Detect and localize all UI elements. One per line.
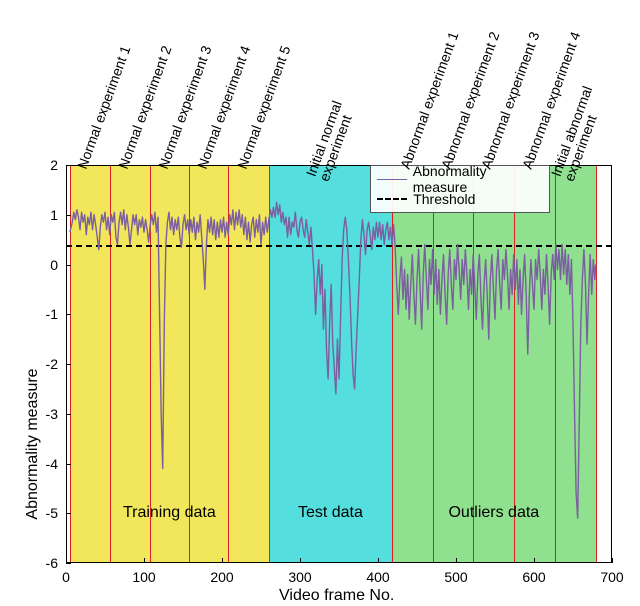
xtick-mark xyxy=(456,558,457,563)
xtick-mark xyxy=(222,558,223,563)
plot-inner: Training data Test data Outliers data xyxy=(66,165,612,563)
x-axis-label: Video frame No. xyxy=(279,587,394,605)
plot-area: Training data Test data Outliers data Abno… xyxy=(66,165,612,563)
ytick-label: -1 xyxy=(46,306,58,322)
ytick-mark xyxy=(66,464,71,465)
ytick-mark xyxy=(66,215,71,216)
ytick-label: -2 xyxy=(46,356,58,372)
ytick-label: -5 xyxy=(46,505,58,521)
xtick-label: 300 xyxy=(288,569,311,585)
legend: Abnormality measure Threshold xyxy=(370,165,550,213)
xtick-label: 200 xyxy=(210,569,233,585)
xtick-label: 500 xyxy=(444,569,467,585)
ytick-mark xyxy=(66,563,71,564)
ytick-label: -6 xyxy=(46,555,58,571)
ytick-mark xyxy=(66,165,71,166)
xtick-label: 400 xyxy=(366,569,389,585)
abnormality-line xyxy=(70,202,596,518)
legend-item-series: Abnormality measure xyxy=(377,169,543,189)
figure: Training data Test data Outliers data Abno… xyxy=(0,0,640,606)
ytick-label: 1 xyxy=(50,207,58,223)
ytick-label: 0 xyxy=(50,257,58,273)
xtick-label: 0 xyxy=(62,569,70,585)
ytick-mark xyxy=(66,513,71,514)
legend-swatch-line xyxy=(377,179,407,180)
legend-label: Threshold xyxy=(413,191,475,207)
ytick-label: 2 xyxy=(50,157,58,173)
ytick-label: -3 xyxy=(46,406,58,422)
region-caption-outliers: Outliers data xyxy=(448,504,539,522)
xtick-mark xyxy=(534,558,535,563)
ytick-mark xyxy=(66,314,71,315)
xtick-mark xyxy=(144,558,145,563)
ytick-mark xyxy=(66,364,71,365)
y-axis-label: Abnormality measure xyxy=(24,368,42,519)
xtick-label: 100 xyxy=(132,569,155,585)
legend-swatch-dash xyxy=(377,198,407,200)
ytick-mark xyxy=(66,265,71,266)
region-caption-training: Training data xyxy=(123,504,216,522)
xtick-mark xyxy=(300,558,301,563)
region-caption-test: Test data xyxy=(298,504,363,522)
xtick-label: 600 xyxy=(522,569,545,585)
ytick-label: -4 xyxy=(46,456,58,472)
xtick-label: 700 xyxy=(600,569,623,585)
ytick-mark xyxy=(66,414,71,415)
xtick-mark xyxy=(378,558,379,563)
xtick-mark xyxy=(612,558,613,563)
